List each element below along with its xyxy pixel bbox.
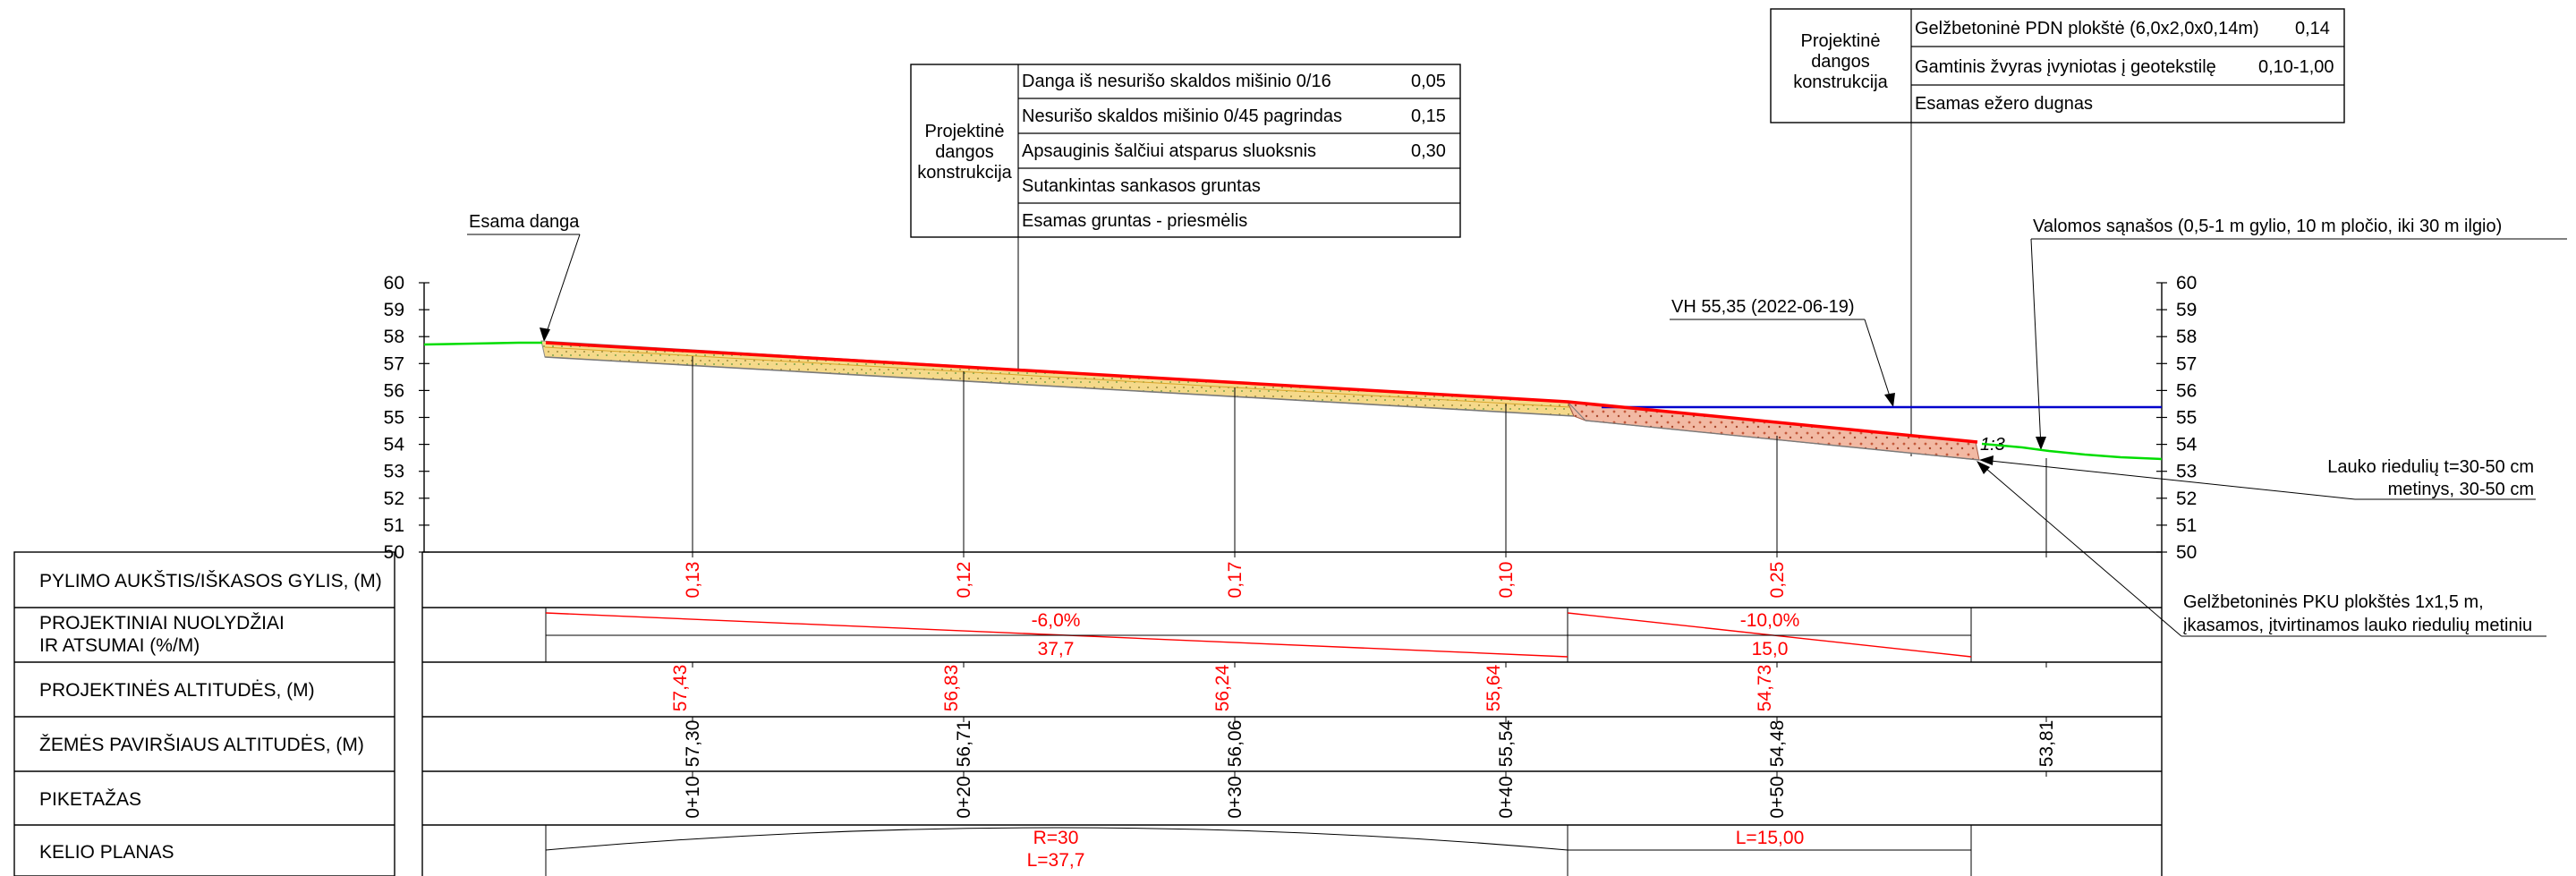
- grade-length-2: 15,0: [1752, 639, 1789, 659]
- legend-right-row-2-label: Gamtinis žvyras įvyniotas į geotekstilę: [1915, 57, 2216, 77]
- ground-altitude-value: 56,71: [954, 720, 974, 768]
- callout-water-level: VH 55,35 (2022-06-19): [1671, 297, 1855, 317]
- existing-ground-left: [423, 341, 542, 346]
- chainage-value: 0+40: [1496, 776, 1517, 818]
- legend-left-row-2-value: 0,15: [1411, 106, 1446, 126]
- legend-right-row-2-value: 0,10-1,00: [2258, 57, 2334, 77]
- legend-left-row-1-label: Danga iš nesurišo skaldos mišinio 0/16: [1022, 72, 1331, 91]
- fill-height-value: 0,13: [683, 562, 703, 599]
- axis-right-tick-label: 53: [2176, 462, 2197, 482]
- profile: [423, 340, 2163, 552]
- plan-curve: [545, 827, 1569, 851]
- data-table: PYLIMO AUKŠTIS/IŠKASOS GYLIS, (M) PROJEK…: [13, 551, 2163, 876]
- axis-left-tick-label: 55: [384, 408, 404, 429]
- ground-altitude-value: 57,30: [683, 720, 703, 768]
- plan-length-1: L=37,7: [1027, 850, 1085, 871]
- axis-left-tick-label: 53: [384, 462, 404, 482]
- axis-right-tick-label: 56: [2176, 380, 2197, 401]
- callout-existing-surface: Esama danga: [469, 212, 580, 232]
- axis-right-tick-label: 57: [2176, 353, 2197, 374]
- axis-right-tick-label: 51: [2176, 515, 2197, 536]
- axis-left-tick-label: 57: [384, 353, 404, 374]
- row-label-fill-height: PYLIMO AUKŠTIS/IŠKASOS GYLIS, (M): [39, 571, 382, 591]
- legend-left: Projektinė dangos konstrukcija Danga iš …: [910, 64, 1461, 385]
- design-altitude-value: 57,43: [670, 665, 691, 712]
- legend-right: Projektinė dangos konstrukcija Gelžbeton…: [1770, 8, 2345, 456]
- design-altitude-value: 54,73: [1755, 665, 1775, 712]
- chainage-value: 0+30: [1225, 776, 1245, 818]
- legend-left-frame: [910, 64, 1461, 238]
- plan-radius: R=30: [1033, 828, 1079, 848]
- axis-left-tick-label: 56: [384, 380, 404, 401]
- axis-left-tick-label: 52: [384, 489, 404, 509]
- station-values: 0,13 57,43 57,30 0+10 0,12 56,83 56,71 0+20 0,17…: [670, 552, 2057, 819]
- legend-left-row-5-label: Esamas gruntas - priesmėlis: [1022, 211, 1247, 231]
- row-label-chainage: PIKETAŽAS: [39, 789, 141, 810]
- design-altitude-value: 56,24: [1212, 664, 1233, 711]
- legend-right-frame: [1770, 8, 2345, 123]
- axis-right-tick-label: 52: [2176, 489, 2197, 509]
- legend-left-row-3-value: 0,30: [1411, 141, 1446, 161]
- legend-left-row-4-label: Sutankintas sankasos gruntas: [1022, 176, 1261, 196]
- axis-left-tick-label: 59: [384, 300, 404, 320]
- axis-right-tick-label: 50: [2176, 542, 2197, 563]
- row-label-slopes-2: IR ATSUMAI (%/M): [39, 635, 200, 656]
- callout-boulders-1: Lauko riedulių t=30-50 cm: [2327, 457, 2534, 477]
- existing-ground-right: [1981, 442, 2163, 461]
- legend-right-title-3: konstrukcija: [1793, 72, 1888, 92]
- grade-2: -10,0%: [1740, 610, 1800, 631]
- legend-left-title-3: konstrukcija: [917, 163, 1012, 183]
- row-label-design-altitudes: PROJEKTINĖS ALTITUDĖS, (M): [39, 680, 315, 701]
- axis-right-tick-label: 58: [2176, 327, 2197, 347]
- axis-left-tick-label: 54: [384, 435, 405, 455]
- callout-boulders-2: metinys, 30-50 cm: [2388, 480, 2534, 499]
- callout-sediments: Valomos sąnašos (0,5-1 m gylio, 10 m plo…: [2033, 217, 2502, 236]
- ground-altitude-value: 53,81: [2036, 720, 2057, 768]
- legend-left-title-1: Projektinė: [925, 122, 1005, 141]
- axis-left-tick-label: 58: [384, 327, 404, 347]
- callout-slabs-2: įkasamos, įtvirtinamos lauko riedulių me…: [2183, 616, 2532, 635]
- callout-slabs-1: Gelžbetoninės PKU plokštės 1x1,5 m,: [2183, 592, 2484, 612]
- fill-height-value: 0,17: [1225, 562, 1245, 599]
- fill-height-value: 0,10: [1496, 562, 1517, 599]
- elevation-axis-right: 60 59 58 57 56 55 54 53 52 51 50: [2156, 273, 2198, 563]
- ground-altitude-value: 56,06: [1225, 720, 1245, 768]
- axis-left-tick-label: 60: [384, 273, 404, 293]
- slope-protection: [1567, 401, 1980, 461]
- callouts: Esama danga VH 55,35 (2022-06-19) Valomo…: [467, 212, 2567, 637]
- axis-left-tick-label: 51: [384, 515, 404, 536]
- fill-height-value: 0,12: [954, 562, 974, 599]
- design-altitude-value: 56,83: [941, 665, 962, 712]
- legend-right-title-1: Projektinė: [1801, 31, 1881, 51]
- legend-right-row-3-label: Esamas ežero dugnas: [1915, 94, 2093, 114]
- grade-length-1: 37,7: [1038, 639, 1075, 659]
- chainage-value: 0+20: [954, 776, 974, 818]
- legend-right-title-2: dangos: [1811, 52, 1870, 72]
- legend-left-row-1-value: 0,05: [1411, 72, 1446, 91]
- row-label-slopes-1: PROJEKTINIAI NUOLYDŽIAI: [39, 613, 285, 634]
- table-label-column: [13, 551, 395, 876]
- legend-left-row-2-label: Nesurišo skaldos mišinio 0/45 pagrindas: [1022, 106, 1342, 126]
- axis-right-tick-label: 55: [2176, 408, 2197, 429]
- legend-right-row-1-label: Gelžbetoninė PDN plokštė (6,0x2,0x0,14m): [1915, 19, 2259, 38]
- legend-right-row-1-value: 0,14: [2295, 19, 2330, 38]
- ground-altitude-value: 55,54: [1496, 719, 1517, 767]
- axis-right-tick-label: 60: [2176, 273, 2197, 293]
- design-altitude-value: 55,64: [1484, 664, 1504, 711]
- legend-left-row-3-label: Apsauginis šalčiui atsparus sluoksnis: [1022, 141, 1316, 161]
- ground-altitude-value: 54,48: [1767, 720, 1788, 768]
- design-line: [545, 341, 1978, 444]
- chainage-value: 0+10: [683, 776, 703, 818]
- row-label-ground-altitudes: ŽEMĖS PAVIRŠIAUS ALTITUDĖS, (M): [39, 735, 364, 755]
- axis-right-tick-label: 54: [2176, 435, 2198, 455]
- axis-right-tick-label: 59: [2176, 300, 2197, 320]
- row-label-road-plan: KELIO PLANAS: [39, 842, 174, 863]
- chainage-value: 0+50: [1767, 776, 1788, 818]
- fill-height-value: 0,25: [1767, 562, 1788, 599]
- plan-length-2: L=15,00: [1736, 828, 1805, 848]
- legend-left-title-2: dangos: [935, 142, 994, 162]
- grade-1: -6,0%: [1032, 610, 1081, 631]
